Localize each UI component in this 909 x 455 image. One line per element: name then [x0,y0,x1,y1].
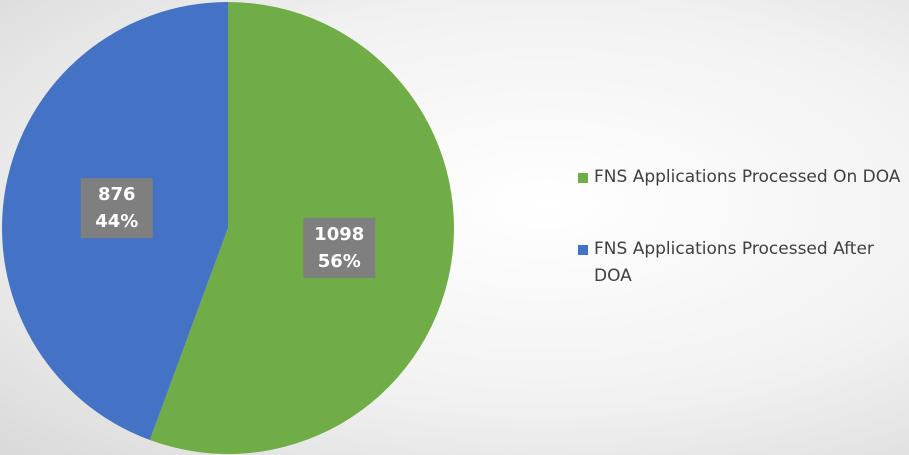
legend-swatch [578,173,588,183]
label-box [303,217,376,278]
data-label: 1098 56% [303,217,376,278]
pie-slice [149,2,454,454]
percent-label: 44% [95,211,138,232]
value-label: 1098 [314,224,364,245]
legend-entry: FNS Applications Processed After DOA [578,236,909,290]
percent-label: 56% [318,251,361,272]
label-box [80,178,153,239]
legend-entry: FNS Applications Processed On DOA [578,164,909,191]
legend-swatch [578,245,588,255]
legend-label: FNS Applications Processed On DOA [594,167,901,187]
value-label: 876 [98,184,136,205]
legend-label: FNS Applications Processed After DOA [594,239,874,286]
